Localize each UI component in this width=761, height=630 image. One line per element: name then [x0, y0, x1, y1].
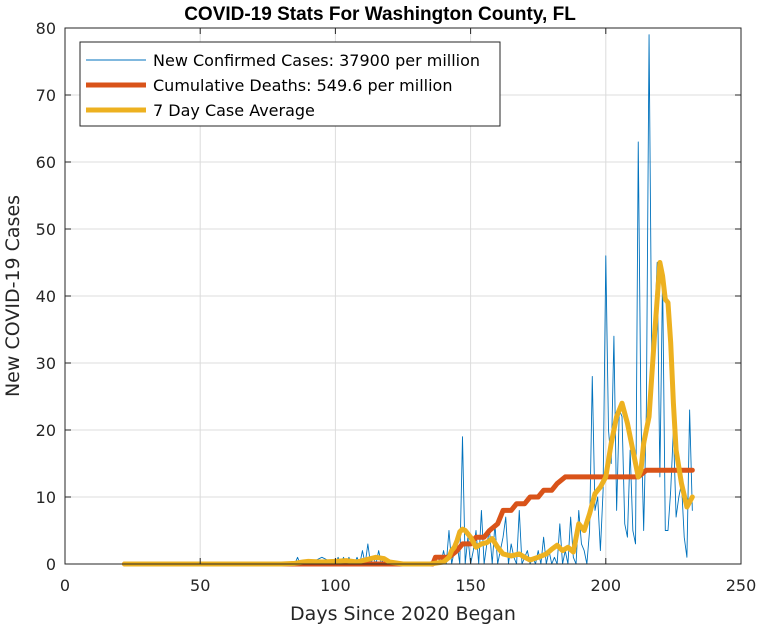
y-tick-label: 30	[36, 354, 56, 373]
y-tick-label: 60	[36, 153, 56, 172]
x-tick-label: 50	[190, 576, 210, 595]
y-tick-label: 20	[36, 421, 56, 440]
x-axis-label: Days Since 2020 Began	[290, 603, 516, 625]
y-axis-label: New COVID-19 Cases	[2, 195, 24, 397]
chart-title: COVID-19 Stats For Washington County, FL	[184, 4, 576, 25]
legend: New Confirmed Cases: 37900 per million Cu…	[79, 41, 501, 127]
x-tick-label: 150	[455, 576, 486, 595]
legend-label: New Confirmed Cases: 37900 per million	[153, 51, 480, 70]
ticks: 0 50 100 150 200 250 0 10 20 30 40 50 60 70 80	[36, 19, 757, 595]
legend-label: 7 Day Case Average	[153, 101, 315, 120]
y-tick-label: 40	[36, 287, 56, 306]
legend-label: Cumulative Deaths: 549.6 per million	[153, 76, 452, 95]
y-tick-label: 80	[36, 19, 56, 38]
y-tick-label: 70	[36, 86, 56, 105]
legend-box	[79, 41, 501, 127]
x-tick-label: 200	[591, 576, 622, 595]
x-tick-label: 0	[60, 576, 70, 595]
y-tick-label: 0	[46, 555, 56, 574]
y-tick-label: 10	[36, 488, 56, 507]
series-line-3	[121, 260, 695, 567]
y-tick-label: 50	[36, 220, 56, 239]
x-tick-label: 100	[320, 576, 351, 595]
x-tick-label: 250	[726, 576, 757, 595]
